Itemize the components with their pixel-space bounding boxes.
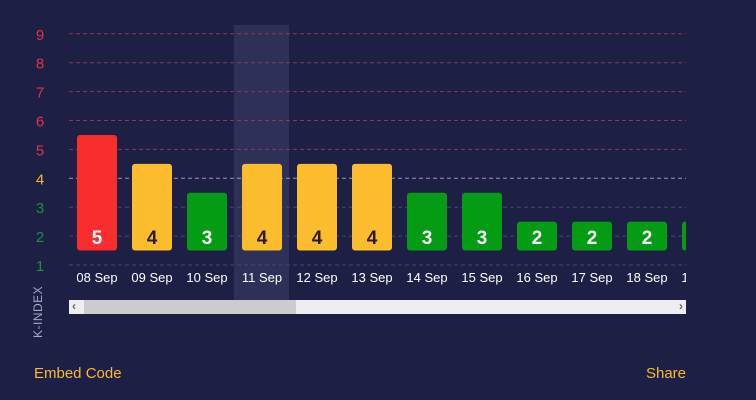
bar (407, 192, 447, 251)
bar (517, 221, 557, 251)
bar-value-label: 2 (697, 228, 708, 249)
y-tick-label: 9 (36, 27, 44, 44)
bar-value-label: 4 (367, 228, 378, 249)
x-tick-label: 16 Sep (516, 270, 557, 285)
share-link[interactable]: Share (645, 365, 686, 382)
y-tick-label: 6 (36, 114, 44, 131)
x-tick-label: 13 Sep (351, 270, 392, 285)
bar (242, 163, 282, 251)
y-tick-label: 8 (36, 56, 44, 73)
scroll-right-icon[interactable]: › (679, 299, 683, 313)
y-tick-label: 3 (36, 200, 44, 217)
embed-code-link[interactable]: Embed Code (34, 365, 122, 382)
bar-value-label: 2 (532, 228, 543, 249)
bar (132, 163, 172, 251)
y-tick-label: 1 (36, 258, 44, 275)
bar-value-label: 4 (257, 228, 268, 249)
x-tick-label: 14 Sep (406, 270, 447, 285)
bar-value-label: 5 (92, 228, 103, 249)
bar-value-label: 2 (587, 228, 598, 249)
bar-value-label: 3 (477, 228, 488, 249)
scroll-left-icon[interactable]: ‹ (72, 299, 76, 313)
y-tick-label: 4 (36, 171, 44, 188)
bars: 5 08 Sep 4 09 Sep 3 10 Sep 4 11 Sep 4 12 Sep 4 13 S… (76, 134, 722, 285)
x-tick-label: 08 Sep (76, 270, 117, 285)
bar (297, 163, 337, 251)
y-axis-label: K-INDEX (31, 285, 45, 338)
bar-value-label: 4 (312, 228, 323, 249)
x-tick-label: 18 Sep (626, 270, 667, 285)
bar-value-label: 3 (202, 228, 213, 249)
x-tick-label: 11 Sep (242, 270, 282, 285)
y-tick-label: 7 (36, 85, 44, 102)
bar (627, 221, 667, 251)
bar (682, 221, 686, 251)
x-tick-label: 12 Sep (296, 270, 337, 285)
x-tick-label: 10 Sep (186, 270, 227, 285)
x-tick-label: 15 Sep (461, 270, 502, 285)
x-tick-label: 17 Sep (571, 270, 612, 285)
bar-value-label: 4 (147, 228, 158, 249)
y-tick-label: 2 (36, 229, 44, 246)
bar (77, 134, 117, 251)
x-tick-label: 09 Sep (131, 270, 172, 285)
bar-value-label: 2 (642, 228, 653, 249)
bar (352, 163, 392, 251)
scrollbar-thumb[interactable] (84, 300, 296, 314)
bar (187, 192, 227, 251)
y-tick-label: 5 (36, 142, 44, 159)
x-tick-label: 19 Sep (681, 270, 722, 285)
kindex-chart: 1 2 3 4 5 6 7 8 9 5 08 Sep 4 09 Sep 3 10 Sep 4 11 Sep 4 12… (36, 25, 722, 300)
bar (462, 192, 502, 251)
horizontal-scrollbar[interactable]: ‹ › (69, 299, 686, 314)
bar (572, 221, 612, 251)
bar-value-label: 3 (422, 228, 433, 249)
highlight-column (234, 25, 289, 300)
